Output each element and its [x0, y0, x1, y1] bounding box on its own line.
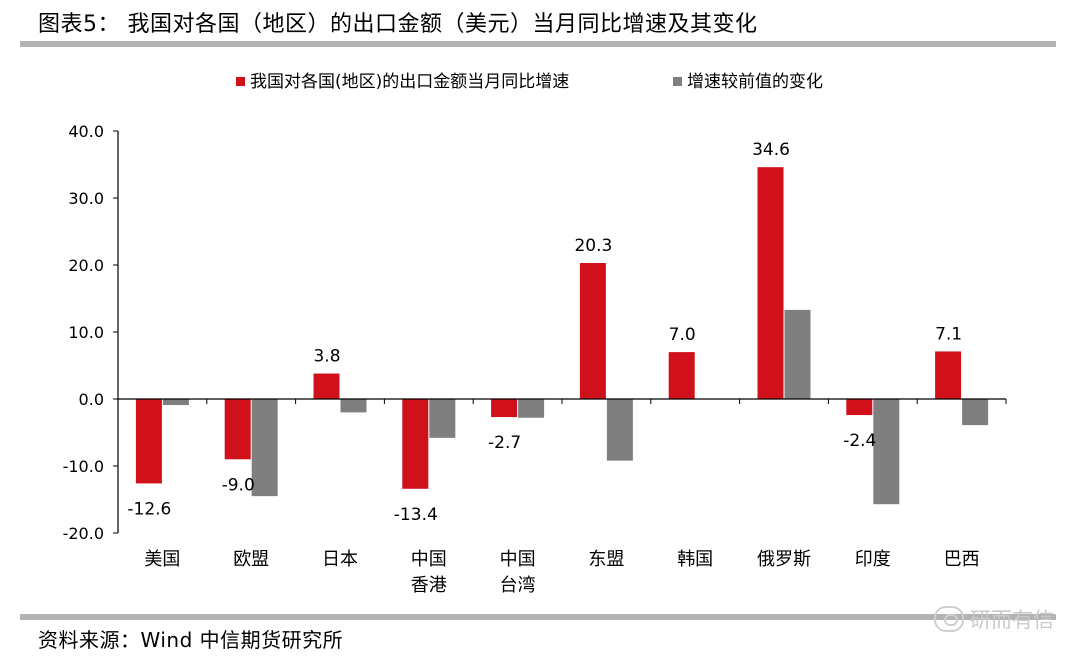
top-divider [20, 41, 1056, 47]
growth-bar-9 [846, 399, 873, 416]
change-bar-8 [784, 309, 811, 399]
data-label-9: -2.4 [843, 431, 876, 451]
change-bar-6 [606, 399, 633, 461]
change-bar-4 [429, 399, 456, 438]
category-label-1: 美国 [144, 549, 180, 570]
growth-bar-4 [402, 399, 429, 489]
legend-label-2: 增速较前值的变化 [687, 72, 823, 92]
change-bar-3 [340, 399, 367, 413]
growth-bar-6 [579, 262, 606, 399]
data-label-7: 7.0 [669, 325, 696, 345]
y-axis: 40.0 30.0 20.0 10.0 0.0 -10.0 -20.0 [63, 122, 119, 543]
y-tick-label: 0.0 [79, 390, 104, 409]
figure-title: 图表5： 我国对各国（地区）的出口金额（美元）当月同比增速及其变化 [38, 12, 758, 37]
growth-bar-1 [135, 399, 162, 484]
y-tick-label: 20.0 [68, 256, 104, 275]
category-label-3: 日本 [322, 549, 358, 570]
y-tick-label: 10.0 [68, 323, 104, 342]
data-label-1: -12.6 [127, 499, 171, 519]
growth-bar-3 [313, 373, 340, 399]
growth-bar-5 [491, 399, 518, 418]
category-label-6: 东盟 [588, 549, 624, 570]
wechat-icon [934, 606, 964, 632]
y-tick-label: -10.0 [63, 457, 104, 476]
growth-bar-10 [935, 351, 962, 399]
change-bar-5 [518, 399, 545, 418]
category-label-5: 台湾 [500, 575, 536, 596]
data-label-10: 7.1 [935, 324, 962, 344]
watermark: 研而有信 [934, 604, 1054, 634]
data-label-3: 3.8 [313, 347, 340, 367]
growth-bar-2 [224, 399, 251, 460]
growth-bar-8 [757, 167, 784, 399]
data-labels: -12.6 -9.0 3.8 -13.4 -2.7 20.3 7.0 34.6 -2.4 7.1 [127, 140, 962, 525]
chart-bars [135, 167, 989, 505]
category-label-2: 欧盟 [233, 549, 269, 570]
change-bar-1 [162, 399, 189, 406]
legend-swatch-2 [673, 77, 682, 86]
data-label-5: -2.7 [488, 433, 521, 453]
y-tick-label: 30.0 [68, 189, 104, 208]
chart-legend: 我国对各国(地区)的出口金额当月同比增速 增速较前值的变化 [236, 72, 823, 92]
y-tick-label: 40.0 [68, 122, 104, 141]
y-tick-label: -20.0 [63, 524, 104, 543]
data-label-2: -9.0 [222, 475, 255, 495]
change-bar-10 [962, 399, 989, 426]
source-note: 资料来源：Wind 中信期货研究所 [38, 628, 344, 652]
category-label-4: 香港 [411, 575, 447, 596]
category-label-8: 俄罗斯 [757, 549, 811, 570]
growth-bar-7 [668, 352, 695, 399]
category-label-5: 中国 [500, 549, 536, 570]
category-label-10: 巴西 [944, 549, 980, 570]
legend-swatch-1 [236, 77, 245, 86]
data-label-6: 20.3 [574, 236, 612, 256]
category-label-9: 印度 [855, 549, 891, 570]
watermark-text: 研而有信 [970, 608, 1054, 632]
data-label-8: 34.6 [752, 140, 790, 160]
change-bar-2 [251, 399, 278, 497]
category-label-7: 韩国 [677, 549, 713, 570]
category-label-4: 中国 [411, 549, 447, 570]
change-bar-9 [873, 399, 900, 505]
data-label-4: -13.4 [394, 505, 438, 525]
legend-label-1: 我国对各国(地区)的出口金额当月同比增速 [250, 72, 569, 92]
bottom-divider [20, 614, 1056, 620]
